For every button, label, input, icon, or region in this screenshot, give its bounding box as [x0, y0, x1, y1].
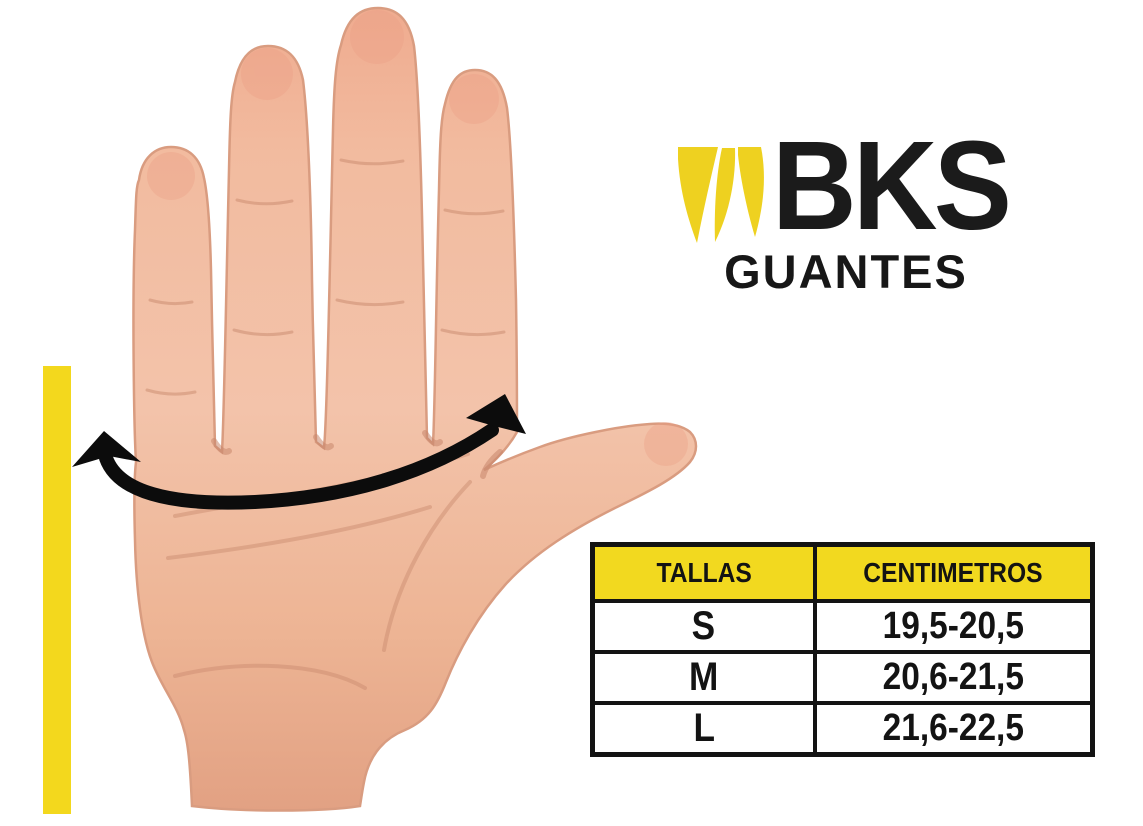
table-row: M 20,6-21,5 [590, 650, 1095, 705]
measure-arrowhead-left [72, 431, 141, 467]
centimeters-cell: 20,6-21,5 [812, 650, 1095, 705]
header-tallas-label: TALLAS [656, 557, 752, 588]
size-value: L [692, 706, 715, 750]
brand-logo: BKS GUANTES [678, 115, 1018, 300]
size-cell: S [590, 599, 817, 654]
table-row: S 19,5-20,5 [590, 599, 1095, 654]
size-value: S [692, 604, 716, 648]
logo-swoosh-middle [714, 148, 736, 242]
size-table-header-row: TALLAS CENTIMETROS [590, 542, 1095, 603]
fingertip-shading [147, 10, 688, 466]
bks-swoosh-icon [678, 147, 764, 243]
brand-subtitle: GUANTES [724, 245, 968, 298]
brand-name: BKS [772, 115, 1012, 256]
logo-swoosh-right [738, 147, 764, 237]
knuckle-creases [145, 158, 506, 396]
measure-arrow-shaft [99, 423, 499, 510]
logo-swoosh-left [678, 147, 718, 243]
centimeters-value: 19,5-20,5 [882, 605, 1024, 647]
centimeters-cell: 19,5-20,5 [812, 599, 1095, 654]
size-cell: M [590, 650, 817, 705]
centimeters-value: 20,6-21,5 [882, 656, 1024, 698]
centimeters-value: 21,6-22,5 [882, 707, 1024, 749]
centimeters-cell: 21,6-22,5 [812, 701, 1095, 757]
size-cell: L [590, 701, 817, 757]
table-row: L 21,6-22,5 [590, 701, 1095, 757]
size-table: TALLAS CENTIMETROS S 19,5-20,5 M [590, 542, 1095, 757]
header-centimetros: CENTIMETROS [812, 542, 1095, 603]
measure-bar [43, 366, 71, 814]
hand-silhouette [132, 6, 698, 812]
size-value: M [689, 655, 719, 699]
measure-arrowhead-right [466, 394, 526, 434]
header-centimetros-label: CENTIMETROS [863, 557, 1043, 588]
measure-arrow [72, 394, 526, 510]
finger-webbing-shadows [211, 430, 503, 479]
header-tallas: TALLAS [590, 542, 817, 603]
